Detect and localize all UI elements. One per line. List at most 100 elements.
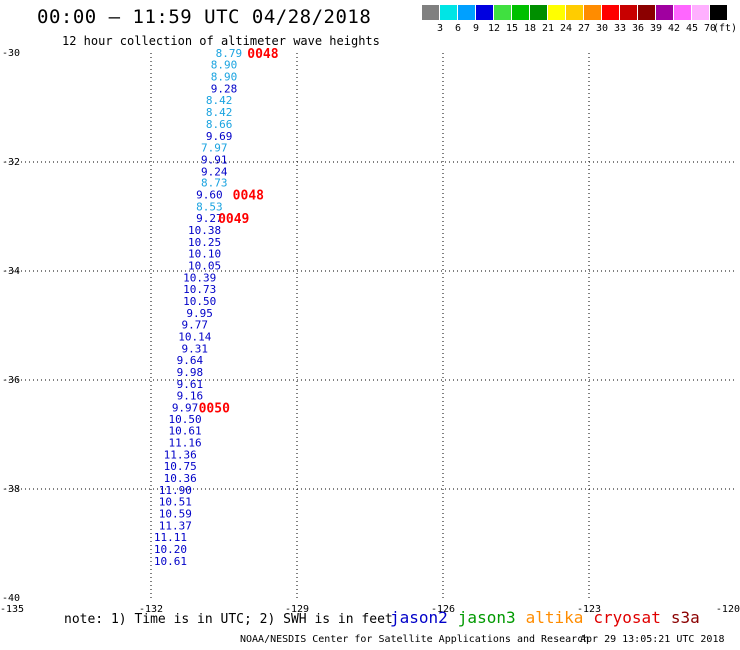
wave-height-point: 9.98 — [177, 366, 204, 379]
wave-height-point: 9.69 — [206, 130, 233, 143]
scale-label: 3 — [436, 23, 444, 34]
scale-swatch — [566, 5, 583, 20]
scale-swatch — [692, 5, 709, 20]
lat-tick-label: -40 — [2, 593, 20, 604]
scale-label: 12 — [487, 23, 501, 34]
scale-swatch — [710, 5, 727, 20]
wave-height-point: 8.79 — [216, 47, 243, 60]
scale-swatch — [476, 5, 493, 20]
scale-swatch — [440, 5, 457, 20]
scale-label: 70 — [703, 23, 717, 34]
wave-height-point: 11.11 — [154, 531, 187, 544]
wave-height-point: 11.90 — [159, 484, 192, 497]
scale-label: 39 — [649, 23, 663, 34]
scale-label: 42 — [667, 23, 681, 34]
wave-height-point: 10.59 — [159, 508, 192, 521]
footer-timestamp: Apr 29 13:05:21 UTC 2018 — [580, 634, 725, 645]
chart-subtitle: 12 hour collection of altimeter wave hei… — [62, 34, 380, 48]
wave-height-point: 10.25 — [188, 236, 221, 249]
scale-swatch — [638, 5, 655, 20]
wave-height-point: 9.31 — [182, 342, 209, 355]
lat-tick-label: -36 — [2, 375, 20, 386]
scale-swatch — [620, 5, 637, 20]
units-note: note: 1) Time is in UTC; 2) SWH is in fe… — [64, 612, 393, 627]
wave-height-point: 10.61 — [169, 425, 202, 438]
lon-tick-label: -126 — [431, 604, 455, 615]
lat-tick-label: -32 — [2, 157, 20, 168]
scale-label: 24 — [559, 23, 573, 34]
wave-height-point: 11.37 — [159, 520, 192, 533]
wave-height-point: 9.97 — [172, 401, 199, 414]
scale-label: 30 — [595, 23, 609, 34]
scale-label: 36 — [631, 23, 645, 34]
wave-height-point: 11.16 — [169, 437, 202, 450]
scale-swatch — [548, 5, 565, 20]
scale-label: 45 — [685, 23, 699, 34]
wave-height-point: 11.36 — [164, 449, 197, 462]
time-label: 0048 — [247, 47, 278, 62]
wave-height-point: 10.50 — [169, 413, 202, 426]
chart-title: 00:00 – 11:59 UTC 04/28/2018 — [37, 6, 372, 28]
wave-height-point: 10.73 — [183, 283, 216, 296]
wave-height-point: 9.95 — [186, 307, 213, 320]
lon-tick-label: -129 — [285, 604, 309, 615]
wave-height-point: 8.42 — [206, 106, 233, 119]
legend-jason3: jason3 — [457, 608, 516, 627]
wave-height-point: 8.66 — [206, 118, 233, 131]
scale-label: 6 — [454, 23, 462, 34]
wave-height-point: 10.50 — [183, 295, 216, 308]
scale-swatch — [584, 5, 601, 20]
scale-swatch — [458, 5, 475, 20]
scale-label: 33 — [613, 23, 627, 34]
wave-height-point: 10.05 — [188, 260, 221, 273]
wave-height-point: 9.91 — [201, 153, 228, 166]
scale-swatch — [422, 5, 439, 20]
legend-cryosat: cryosat — [593, 608, 661, 627]
wave-height-point: 9.60 — [196, 189, 223, 202]
wave-height-point: 7.97 — [201, 141, 228, 154]
scale-swatch — [530, 5, 547, 20]
lon-tick-label: -120 — [716, 604, 740, 615]
wave-height-point: 9.64 — [177, 354, 204, 367]
time-label: 0048 — [233, 189, 264, 204]
wave-height-point: 10.61 — [154, 555, 187, 568]
lon-tick-label: -135 — [0, 604, 24, 615]
wave-height-point: 9.27 — [196, 212, 223, 225]
scale-swatch — [494, 5, 511, 20]
wave-height-point: 9.61 — [177, 378, 204, 391]
lat-tick-label: -30 — [2, 48, 20, 59]
wave-height-point: 10.75 — [164, 460, 197, 473]
scale-label: 21 — [541, 23, 555, 34]
scale-label: 18 — [523, 23, 537, 34]
lat-tick-label: -34 — [2, 266, 20, 277]
wave-height-point: 9.77 — [182, 318, 209, 331]
scale-label: 9 — [472, 23, 480, 34]
wave-height-point: 10.38 — [188, 224, 221, 237]
wave-height-point: 8.53 — [196, 201, 223, 214]
wave-height-point: 10.10 — [188, 248, 221, 261]
wave-height-point: 9.28 — [211, 82, 238, 95]
wave-height-point: 9.24 — [201, 165, 228, 178]
scale-unit: (ft) — [713, 23, 738, 34]
wave-height-point: 10.39 — [183, 272, 216, 285]
wave-height-point: 10.20 — [154, 543, 187, 556]
scale-swatch — [674, 5, 691, 20]
legend-altika: altika — [525, 608, 584, 627]
time-label: 0050 — [199, 401, 230, 416]
wave-height-point: 8.90 — [211, 70, 238, 83]
legend-s3a: s3a — [670, 608, 700, 627]
lon-tick-label: -132 — [139, 604, 163, 615]
wave-height-point: 9.16 — [177, 389, 204, 402]
wave-height-point: 10.14 — [178, 330, 211, 343]
scale-label: 27 — [577, 23, 591, 34]
footer-credit: NOAA/NESDIS Center for Satellite Applica… — [240, 634, 590, 645]
scale-swatch — [512, 5, 529, 20]
wave-height-point: 8.42 — [206, 94, 233, 107]
scale-swatch — [602, 5, 619, 20]
scale-swatch — [656, 5, 673, 20]
satellite-legend: jason2 jason3 altika cryosat s3a — [390, 608, 710, 627]
legend-jason2: jason2 — [390, 608, 448, 627]
wave-height-point: 8.73 — [201, 177, 228, 190]
lon-tick-label: -123 — [577, 604, 601, 615]
